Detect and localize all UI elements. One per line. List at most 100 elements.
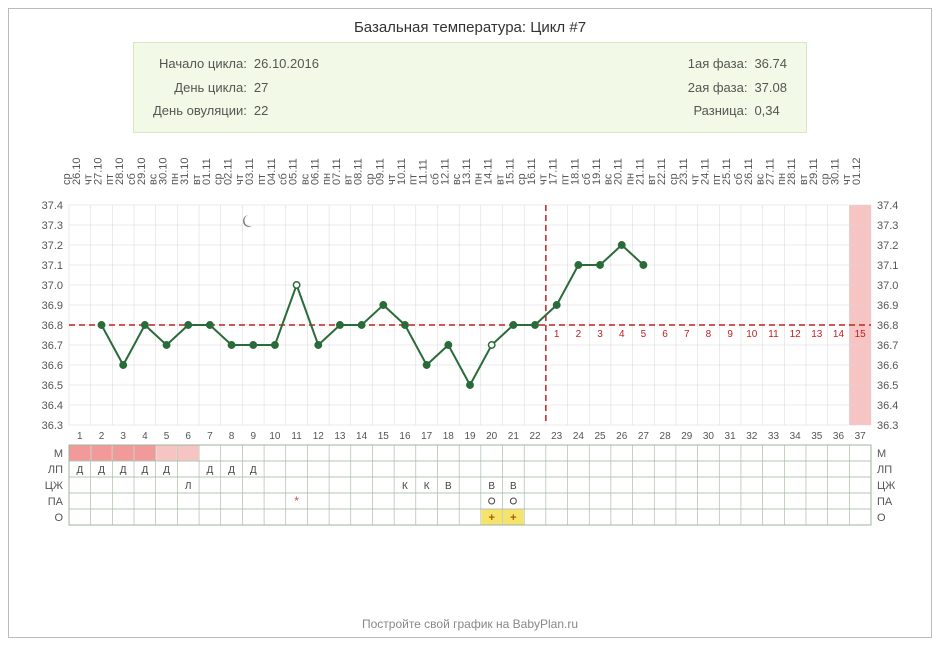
svg-text:вт: вт [343,174,355,185]
svg-text:чт: чт [841,174,853,185]
svg-text:К: К [424,481,430,492]
svg-text:13: 13 [811,329,823,340]
svg-text:36.7: 36.7 [877,340,898,352]
svg-text:36.9: 36.9 [877,300,898,312]
svg-text:вс: вс [754,173,766,185]
svg-text:+: + [510,512,516,524]
svg-text:вт: вт [191,174,203,185]
svg-text:ср: ср [213,173,225,185]
svg-text:36: 36 [833,431,845,442]
svg-text:Д: Д [141,465,148,476]
svg-text:пт: пт [104,174,116,185]
svg-text:27: 27 [638,431,650,442]
svg-text:3: 3 [597,329,603,340]
svg-text:6: 6 [185,431,191,442]
svg-text:33: 33 [768,431,780,442]
svg-text:чт: чт [538,174,550,185]
svg-text:М: М [877,448,886,460]
svg-text:14: 14 [356,431,368,442]
svg-text:Д: Д [120,465,127,476]
svg-text:36.4: 36.4 [877,400,898,412]
chart-area: 26.10ср27.10чт28.10пт29.10сб30.10вс31.10… [25,141,915,611]
start-label: Начало цикла: [152,53,251,75]
svg-text:36.5: 36.5 [877,380,898,392]
svg-text:31: 31 [725,431,737,442]
svg-text:7: 7 [684,329,690,340]
svg-text:чт: чт [234,174,246,185]
svg-text:пн: пн [473,172,485,184]
svg-text:3: 3 [120,431,126,442]
svg-text:10: 10 [746,329,758,340]
svg-text:36.6: 36.6 [877,360,898,372]
ovul-value: 22 [253,100,320,122]
svg-text:37.0: 37.0 [877,280,898,292]
svg-text:ЦЖ: ЦЖ [877,480,895,492]
svg-text:9: 9 [250,431,256,442]
svg-text:2: 2 [576,329,582,340]
svg-text:36.9: 36.9 [42,300,63,312]
svg-text:37.1: 37.1 [42,260,63,272]
svg-text:36.6: 36.6 [42,360,63,372]
svg-text:ЦЖ: ЦЖ [45,480,63,492]
svg-text:пн: пн [776,172,788,184]
ovul-label: День овуляции: [152,100,251,122]
svg-text:37.0: 37.0 [42,280,63,292]
svg-text:ПА: ПА [877,496,893,508]
svg-text:37: 37 [855,431,867,442]
svg-text:чт: чт [689,174,701,185]
svg-text:17: 17 [421,431,433,442]
svg-text:*: * [294,494,299,508]
svg-text:26: 26 [616,431,628,442]
svg-text:сб: сб [278,173,290,185]
svg-text:15: 15 [855,329,867,340]
svg-text:пн: пн [624,172,636,184]
svg-text:36.8: 36.8 [877,320,898,332]
svg-text:21: 21 [508,431,520,442]
svg-text:сб: сб [581,173,593,185]
svg-text:О: О [877,512,886,524]
svg-text:Д: Д [163,465,170,476]
svg-text:37.1: 37.1 [877,260,898,272]
svg-text:37.3: 37.3 [877,220,898,232]
svg-text:О: О [54,512,63,524]
svg-text:12: 12 [313,431,325,442]
svg-text:чт: чт [83,174,95,185]
svg-text:37.3: 37.3 [42,220,63,232]
svg-text:4: 4 [619,329,625,340]
svg-text:36.7: 36.7 [42,340,63,352]
svg-text:4: 4 [142,431,148,442]
svg-text:13: 13 [334,431,346,442]
svg-text:ср: ср [364,173,376,185]
start-value: 26.10.2016 [253,53,320,75]
svg-text:1: 1 [77,431,83,442]
svg-text:14: 14 [833,329,845,340]
svg-text:+: + [488,512,494,524]
svg-text:пт: пт [711,174,723,185]
svg-text:20: 20 [486,431,498,442]
svg-text:1: 1 [554,329,560,340]
svg-text:В: В [445,481,452,492]
svg-text:ПА: ПА [48,496,64,508]
svg-text:чт: чт [386,174,398,185]
svg-text:36.3: 36.3 [877,420,898,432]
svg-text:Д: Д [207,465,214,476]
svg-text:ср: ср [819,173,831,185]
info-right: 1ая фаза: 36.74 2ая фаза: 37.08 Разница:… [685,51,790,124]
phase2-value: 37.08 [753,77,788,99]
svg-text:6: 6 [662,329,668,340]
svg-text:37.4: 37.4 [877,200,898,212]
svg-text:37.2: 37.2 [42,240,63,252]
svg-text:8: 8 [229,431,235,442]
svg-text:28: 28 [660,431,672,442]
svg-text:вс: вс [451,173,463,185]
svg-text:19: 19 [464,431,476,442]
svg-text:ср: ср [668,173,680,185]
svg-text:вт: вт [494,174,506,185]
diff-value: 0,34 [753,100,788,122]
svg-text:15: 15 [378,431,390,442]
footer-text: Постройте свой график на BabyPlan.ru [15,611,925,631]
svg-text:2: 2 [99,431,105,442]
cycle-info-box: Начало цикла: 26.10.2016 День цикла: 27 … [133,42,807,133]
svg-text:пт: пт [408,174,420,185]
svg-text:К: К [402,481,408,492]
